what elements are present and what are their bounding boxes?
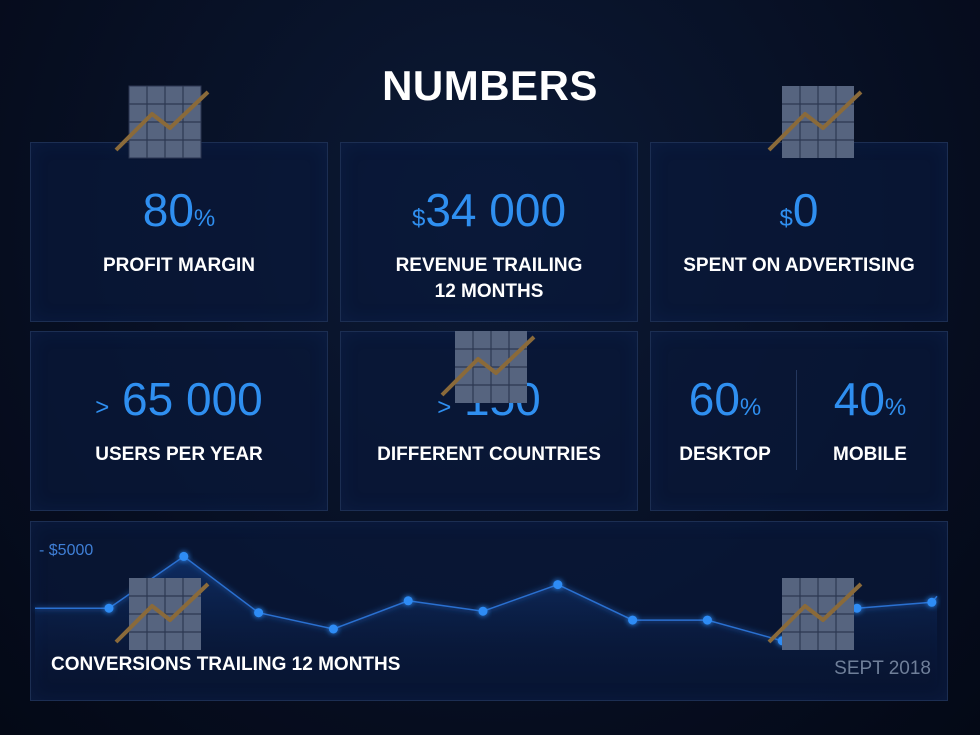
data-point <box>628 615 638 625</box>
data-point <box>254 608 264 618</box>
page-title: NUMBERS <box>382 62 598 109</box>
conversions-area <box>35 556 937 700</box>
desktop-value: 60% <box>688 373 762 425</box>
data-point <box>553 580 563 590</box>
advertising-value: $0 <box>779 184 819 236</box>
conversions-label: CONVERSIONS TRAILING 12 MONTHS <box>51 654 401 675</box>
device-split-card: 60% DESKTOP 40% MOBILE <box>650 331 948 511</box>
users-value: > 65 000 <box>95 373 263 425</box>
users-label: USERS PER YEAR <box>95 444 263 465</box>
data-point <box>403 596 413 606</box>
mobile-stat: 40% MOBILE <box>796 332 944 510</box>
revenue-label: REVENUE TRAILING 12 MONTHS <box>395 255 583 302</box>
revenue-card: $34 000 REVENUE TRAILING 12 MONTHS <box>340 142 638 322</box>
countries-label: DIFFERENT COUNTRIES <box>377 444 601 465</box>
data-point <box>179 551 189 561</box>
desktop-stat: 60% DESKTOP <box>651 332 799 510</box>
chart-growth-icon <box>767 578 863 650</box>
profit-margin-card: 80% PROFIT MARGIN <box>30 142 328 322</box>
mobile-label: MOBILE <box>833 444 907 465</box>
data-point <box>852 603 862 613</box>
chart-growth-icon <box>114 578 210 650</box>
chart-growth-icon <box>440 331 536 403</box>
mobile-value: 40% <box>833 373 907 425</box>
y-axis-label: - $5000 <box>39 542 94 559</box>
advertising-card: $0 SPENT ON ADVERTISING <box>650 142 948 322</box>
date-label: SEPT 2018 <box>834 658 931 679</box>
desktop-label: DESKTOP <box>679 444 771 465</box>
chart-growth-icon <box>114 85 210 159</box>
data-point <box>702 615 712 625</box>
data-point <box>104 603 114 613</box>
profit-margin-value: 80% <box>142 184 216 236</box>
profit-margin-label: PROFIT MARGIN <box>103 255 255 276</box>
users-card: > 65 000 USERS PER YEAR <box>30 331 328 511</box>
advertising-label: SPENT ON ADVERTISING <box>683 255 915 276</box>
data-point <box>927 597 937 607</box>
stat-divider <box>796 370 797 470</box>
revenue-value: $34 000 <box>411 184 567 236</box>
data-point <box>328 624 338 634</box>
data-point <box>478 606 488 616</box>
chart-growth-icon <box>767 86 863 158</box>
